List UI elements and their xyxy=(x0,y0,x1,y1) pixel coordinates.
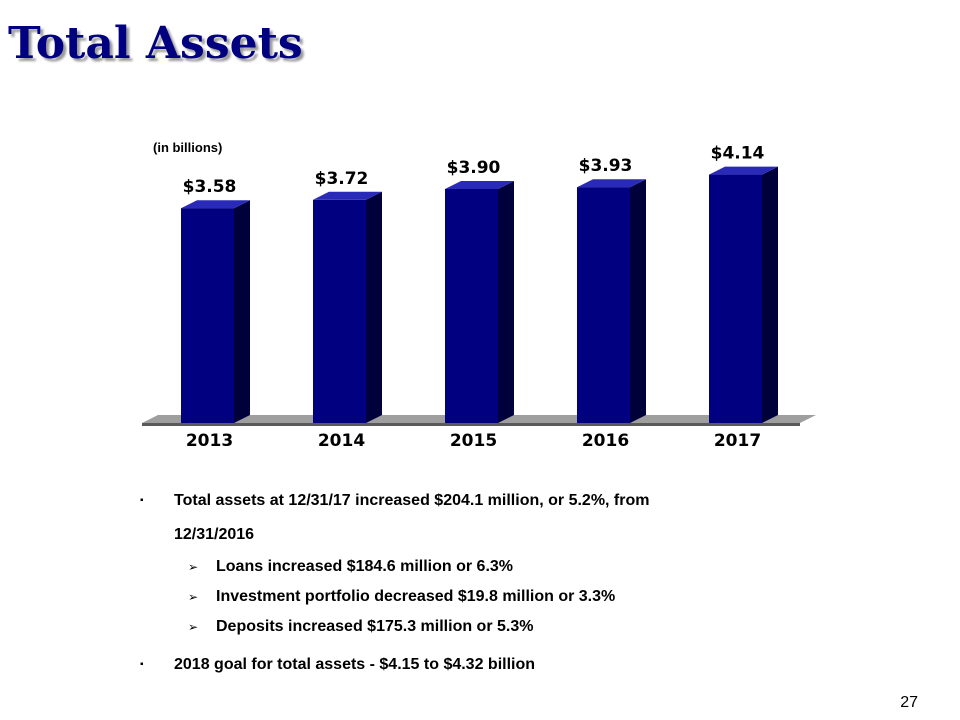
bar-top xyxy=(445,181,514,189)
bar-2015 xyxy=(445,181,514,423)
bullet-text: Total assets at 12/31/17 increased $204.… xyxy=(174,492,650,509)
bar-top xyxy=(709,166,778,175)
bar-side xyxy=(366,191,382,423)
bar-front xyxy=(709,174,762,423)
arrow-bullet-icon: ➢ xyxy=(188,560,199,574)
x-tick-label: 2013 xyxy=(186,431,233,451)
sub-bullet-text: Investment portfolio decreased $19.8 mil… xyxy=(216,588,616,605)
sub-bullet-loans: ➢ Loans increased $184.6 million or 6.3% xyxy=(140,552,880,582)
bar-2017 xyxy=(709,166,778,423)
value-label: $4.14 xyxy=(711,144,765,164)
bar-top xyxy=(181,200,250,209)
value-label: $3.58 xyxy=(183,177,237,197)
sub-bullet-deposits: ➢ Deposits increased $175.3 million or 5… xyxy=(140,612,880,642)
bullet-list: ▪ Total assets at 12/31/17 increased $20… xyxy=(140,484,880,682)
units-note: (in billions) xyxy=(153,140,223,155)
bullet-text: 12/31/2016 xyxy=(174,526,255,543)
bar-2016 xyxy=(577,179,646,423)
square-bullet-icon: ▪ xyxy=(140,659,144,670)
bar-side xyxy=(498,181,514,423)
total-assets-bar-chart: $3.58 $3.72 $3.90 $3.93 $4.14 2013 2014 2015 20… xyxy=(142,144,816,451)
x-tick-label: 2015 xyxy=(450,431,497,451)
bar-2014 xyxy=(313,191,382,423)
bullet-total-assets: ▪ Total assets at 12/31/17 increased $20… xyxy=(140,484,880,552)
bullet-text: 2018 goal for total assets - $4.15 to $4… xyxy=(174,656,536,673)
sub-bullet-text: Loans increased $184.6 million or 6.3% xyxy=(216,558,514,575)
bullet-goal: ▪ 2018 goal for total assets - $4.15 to … xyxy=(140,648,880,682)
page-number: 27 xyxy=(900,694,918,711)
x-tick-label: 2017 xyxy=(714,431,761,451)
value-label: $3.72 xyxy=(315,169,369,189)
bar-side xyxy=(762,166,778,423)
bar-front xyxy=(313,199,366,423)
bar-side xyxy=(630,179,646,423)
floor-edge xyxy=(142,423,800,426)
x-tick-label: 2016 xyxy=(582,431,629,451)
bar-2013 xyxy=(181,200,250,423)
arrow-bullet-icon: ➢ xyxy=(188,620,199,634)
bar-top xyxy=(313,191,382,200)
sub-bullet-text: Deposits increased $175.3 million or 5.3… xyxy=(216,618,534,635)
value-label: $3.93 xyxy=(579,156,633,176)
square-bullet-icon: ▪ xyxy=(140,495,144,506)
sub-bullet-investment: ➢ Investment portfolio decreased $19.8 m… xyxy=(140,582,880,612)
bar-side xyxy=(234,200,250,423)
bar-front xyxy=(577,187,630,423)
value-label: $3.90 xyxy=(447,158,501,178)
bar-front xyxy=(445,189,498,423)
bar-front xyxy=(181,208,234,423)
x-tick-label: 2014 xyxy=(318,431,365,451)
arrow-bullet-icon: ➢ xyxy=(188,590,199,604)
bar-top xyxy=(577,179,646,188)
page-title: Total Assets xyxy=(8,18,303,69)
